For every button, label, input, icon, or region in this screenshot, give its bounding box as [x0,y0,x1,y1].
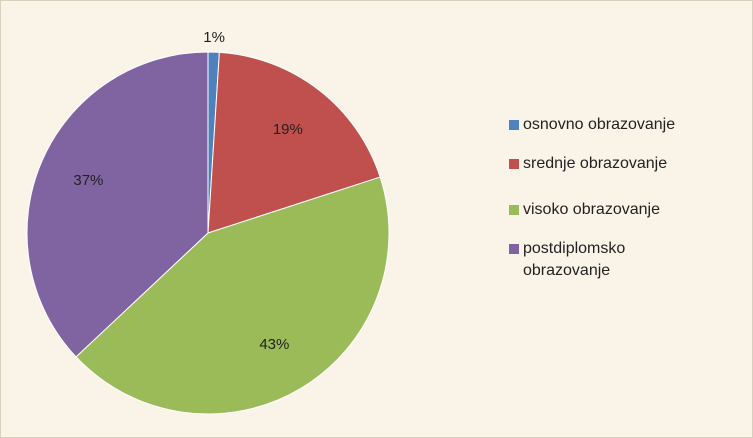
data-label: 19% [273,121,303,138]
legend-item: visoko obrazovanje [509,199,714,221]
legend-label: visoko obrazovanje [523,201,660,218]
data-label: 37% [73,172,103,189]
legend-label: postdiplomsko obrazovanje [523,240,626,279]
legend-item: postdiplomsko obrazovanje [509,238,714,282]
legend-swatch [509,120,519,130]
legend-swatch [509,159,519,169]
data-label: 1% [203,29,225,46]
pie-slice [207,51,381,234]
legend-swatch [509,244,519,254]
data-label: 43% [259,336,289,353]
legend-item: srednje obrazovanje [509,153,714,175]
legend-item: osnovno obrazovanje [509,114,714,136]
legend-swatch [509,205,519,215]
legend-label: osnovno obrazovanje [523,116,676,133]
pie-slice [75,176,390,415]
legend-label: srednje obrazovanje [523,155,668,172]
pie-slice [26,51,209,358]
